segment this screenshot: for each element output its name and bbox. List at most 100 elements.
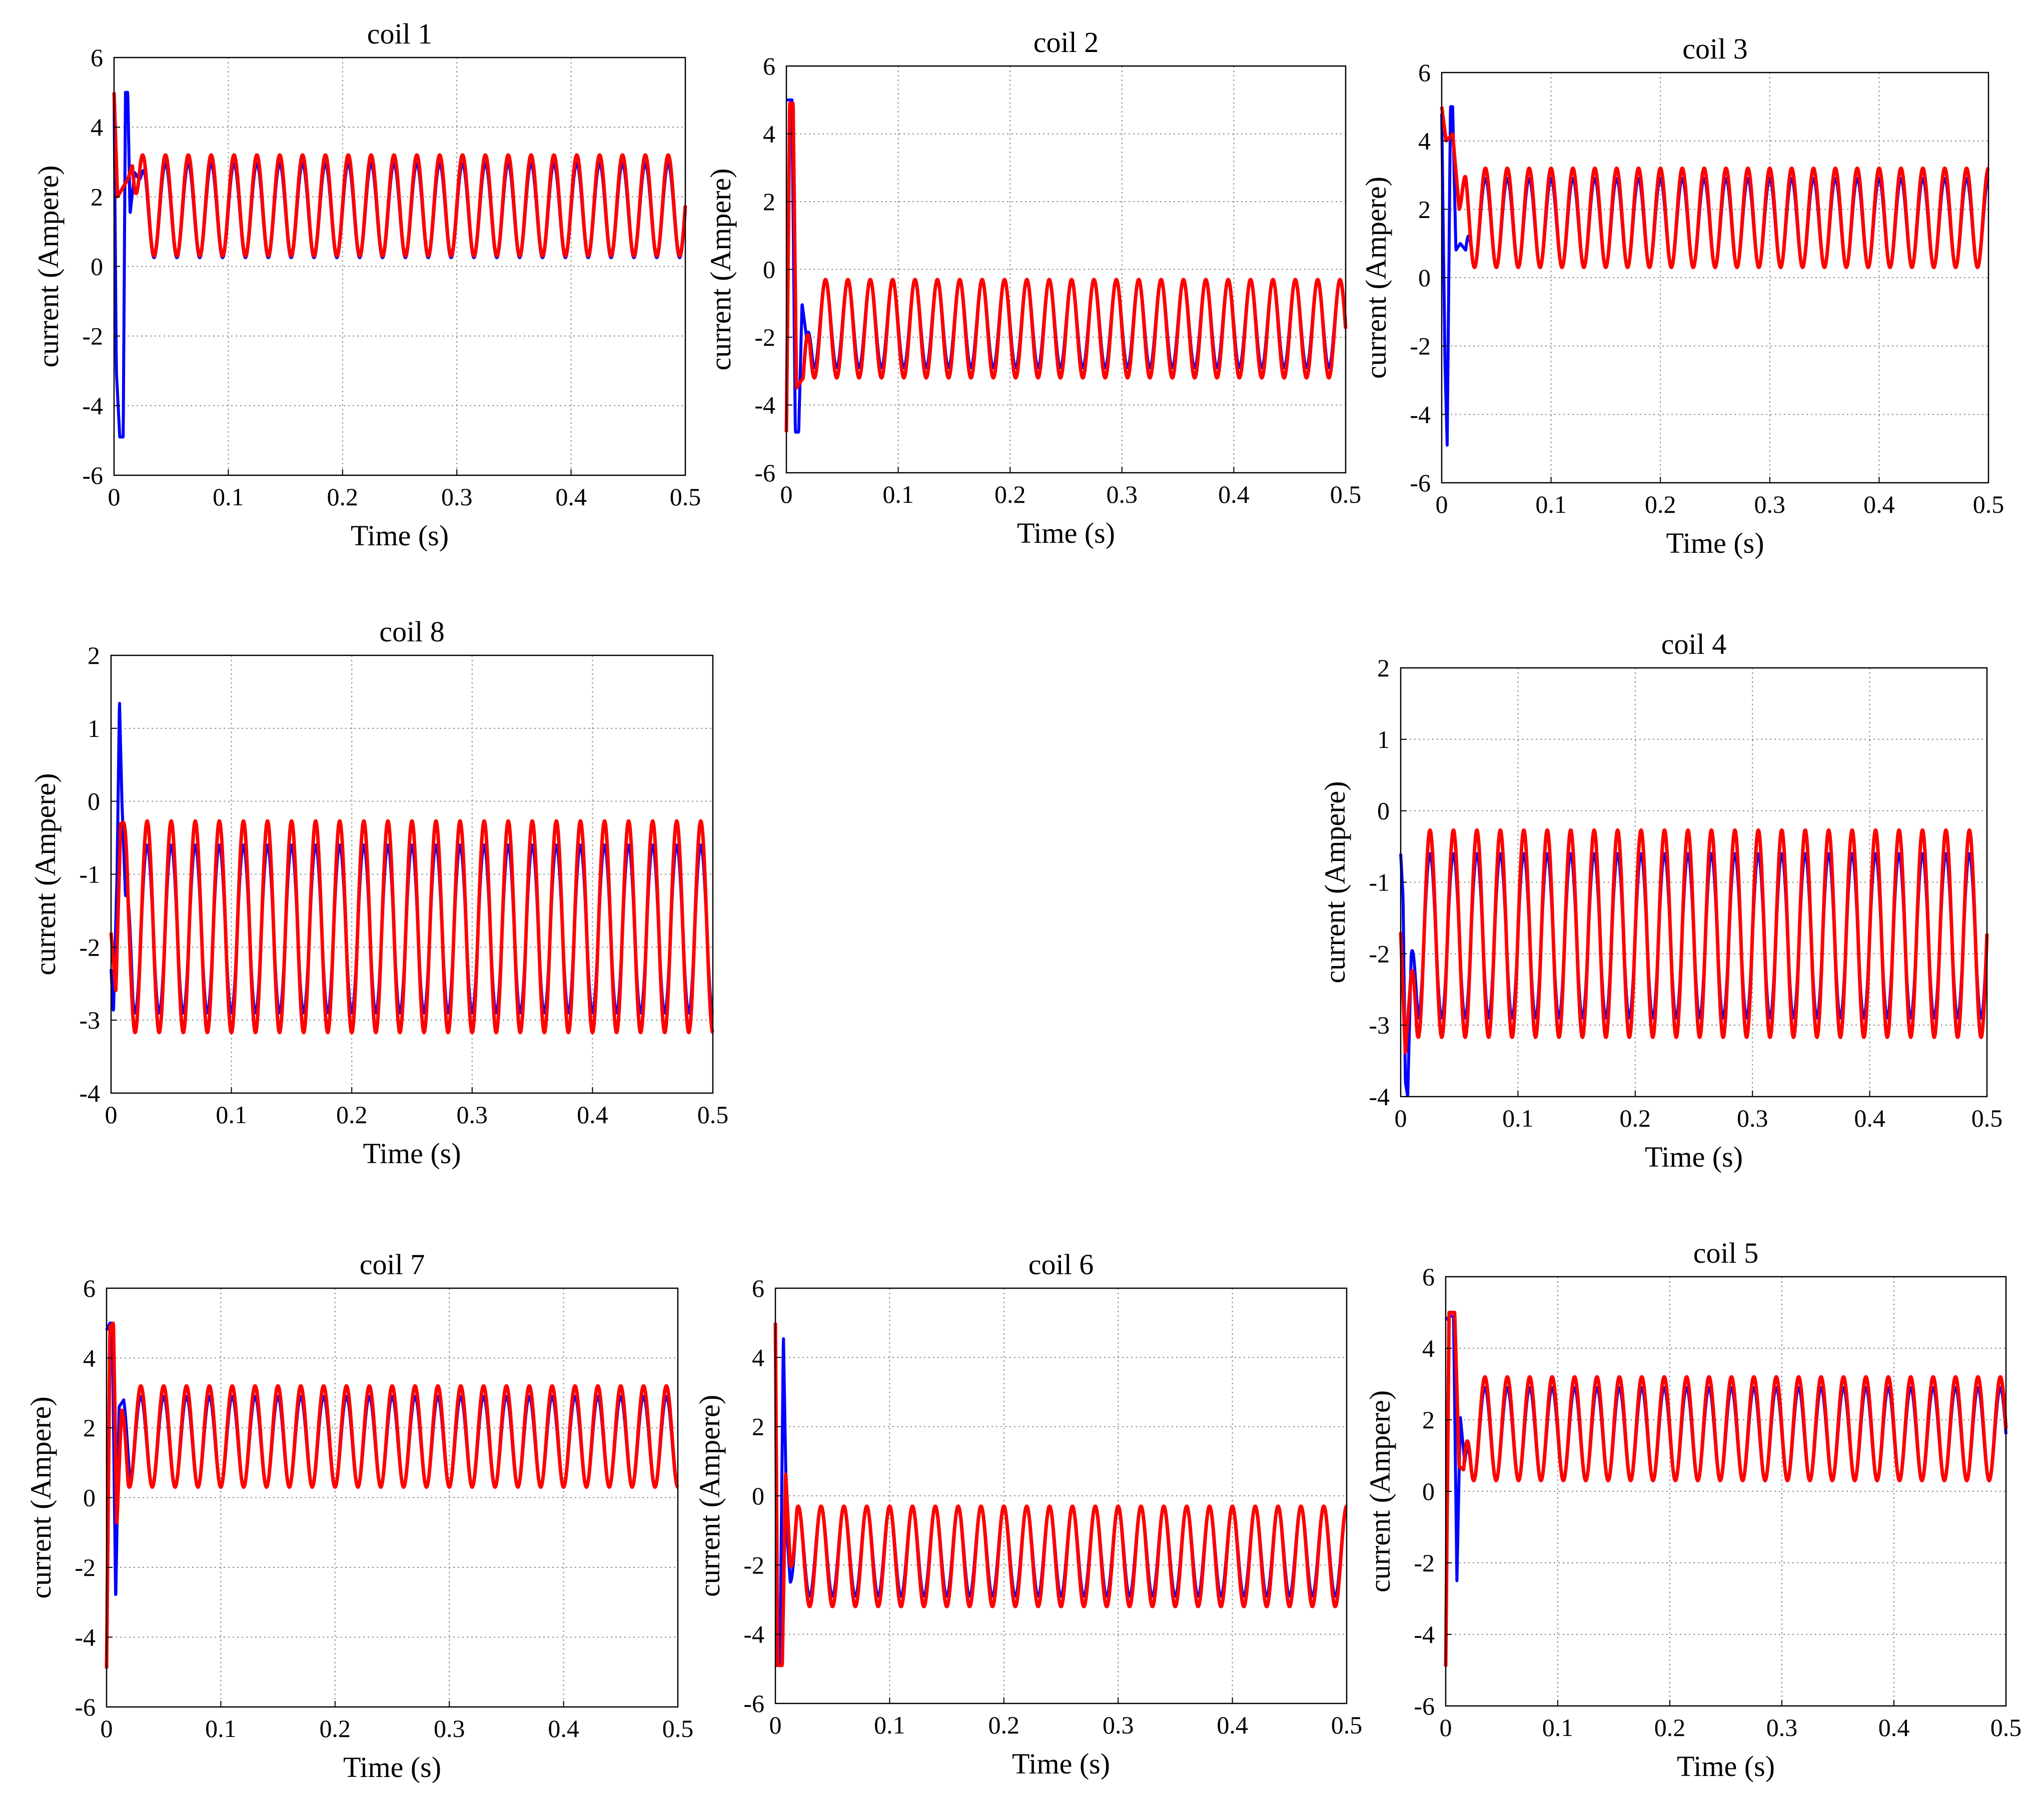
y-tick-label: 2 bbox=[763, 188, 775, 216]
x-tick-label: 0.5 bbox=[670, 483, 701, 511]
y-axis-label: current (Ampere) bbox=[1319, 781, 1351, 983]
x-tick-label: 0.2 bbox=[994, 480, 1026, 508]
x-tick-label: 0.3 bbox=[1737, 1104, 1768, 1132]
y-tick-label: 0 bbox=[88, 787, 100, 815]
y-tick-label: -2 bbox=[754, 323, 775, 351]
chart-title: coil 1 bbox=[367, 18, 432, 50]
y-tick-label: 2 bbox=[83, 1414, 96, 1442]
x-tick-label: 0.2 bbox=[1654, 1713, 1686, 1741]
y-tick-label: -4 bbox=[754, 391, 775, 419]
y-axis-label: current (Ampere) bbox=[693, 1395, 726, 1597]
y-tick-label: -3 bbox=[79, 1006, 100, 1034]
y-tick-label: 0 bbox=[83, 1484, 96, 1512]
y-tick-label: -2 bbox=[1410, 332, 1431, 360]
chart-title: coil 7 bbox=[360, 1248, 425, 1281]
y-tick-label: 0 bbox=[763, 256, 775, 284]
chart-coil-2: 0 0.1 0.2 0.3 0.4 0.5 -6 -4 -2 0 2 4 6 coil 2 Time (s)… bbox=[704, 26, 1361, 549]
y-tick-label: -4 bbox=[743, 1620, 764, 1648]
chart-title: coil 8 bbox=[379, 615, 444, 648]
x-tick-label: 0.1 bbox=[1542, 1713, 1574, 1741]
x-tick-label: 0.1 bbox=[213, 483, 244, 511]
x-tick-label: 0.3 bbox=[1103, 1711, 1134, 1739]
chart-coil-5: 0 0.1 0.2 0.3 0.4 0.5 -6 -4 -2 0 2 4 6 coil 5 Time (s)… bbox=[1364, 1237, 2021, 1782]
x-tick-label: 0.5 bbox=[1973, 490, 2004, 518]
y-tick-label: -1 bbox=[1369, 868, 1390, 896]
x-tick-label: 0 bbox=[1395, 1104, 1407, 1132]
y-tick-label: 2 bbox=[1377, 654, 1390, 682]
x-tick-label: 0 bbox=[769, 1711, 782, 1739]
series-line-reference bbox=[1399, 828, 1989, 1055]
chart-title: coil 4 bbox=[1661, 628, 1726, 660]
y-axis-label: current (Ampere) bbox=[704, 168, 737, 370]
series-line-reference bbox=[112, 92, 687, 258]
y-tick-label: 4 bbox=[1418, 127, 1431, 155]
y-tick-label: 1 bbox=[88, 714, 100, 742]
y-tick-label: 2 bbox=[1418, 195, 1431, 223]
y-tick-label: -6 bbox=[82, 461, 103, 489]
chart-coil-4: 0 0.1 0.2 0.3 0.4 0.5 -4 -3 -2 -1 0 1 2 coil 4 Time (s… bbox=[1319, 628, 2002, 1173]
chart-coil-6: 0 0.1 0.2 0.3 0.4 0.5 -6 -4 -2 0 2 4 6 coil 6 Time (s)… bbox=[693, 1248, 1362, 1780]
y-tick-label: 4 bbox=[83, 1344, 96, 1372]
x-tick-label: 0.1 bbox=[205, 1714, 237, 1742]
y-axis-label: current (Ampere) bbox=[1364, 1390, 1396, 1592]
chart-title: coil 6 bbox=[1029, 1248, 1094, 1281]
y-tick-label: 4 bbox=[752, 1343, 764, 1371]
x-tick-label: 0 bbox=[108, 483, 121, 511]
y-tick-label: 4 bbox=[91, 113, 103, 141]
y-tick-label: 0 bbox=[752, 1482, 764, 1510]
series-line-reference bbox=[784, 102, 1348, 432]
x-tick-label: 0.3 bbox=[434, 1714, 465, 1742]
y-tick-label: -6 bbox=[1410, 469, 1431, 497]
x-axis-label: Time (s) bbox=[1677, 1750, 1775, 1782]
x-tick-label: 0.4 bbox=[1863, 490, 1895, 518]
x-tick-label: 0.4 bbox=[548, 1714, 579, 1742]
y-tick-label: -2 bbox=[743, 1551, 764, 1579]
x-tick-label: 0.5 bbox=[1330, 480, 1362, 508]
x-tick-label: 0.5 bbox=[1990, 1713, 2022, 1741]
x-tick-label: 0 bbox=[1436, 490, 1448, 518]
series-line-reference bbox=[773, 1323, 1348, 1667]
series-line-reference bbox=[1444, 1311, 2008, 1667]
y-tick-label: 4 bbox=[1422, 1334, 1435, 1362]
x-tick-label: 0.4 bbox=[577, 1101, 608, 1129]
x-tick-label: 0.2 bbox=[988, 1711, 1020, 1739]
x-tick-label: 0.5 bbox=[697, 1101, 729, 1129]
y-tick-label: 6 bbox=[763, 52, 775, 80]
x-tick-label: 0.1 bbox=[1535, 490, 1567, 518]
x-tick-label: 0 bbox=[101, 1714, 113, 1742]
y-tick-label: 1 bbox=[1377, 725, 1390, 753]
y-tick-label: -6 bbox=[754, 459, 775, 487]
y-axis-label: current (Ampere) bbox=[1360, 177, 1392, 379]
y-tick-label: 2 bbox=[91, 183, 103, 211]
y-tick-label: -4 bbox=[1410, 400, 1431, 428]
x-tick-label: 0.2 bbox=[336, 1101, 368, 1129]
y-tick-label: -2 bbox=[82, 322, 103, 350]
x-axis-label: Time (s) bbox=[363, 1137, 461, 1170]
x-tick-label: 0.1 bbox=[882, 480, 914, 508]
x-tick-label: 0.3 bbox=[441, 483, 473, 511]
x-tick-label: 0.1 bbox=[874, 1711, 905, 1739]
x-tick-label: 0.2 bbox=[1620, 1104, 1651, 1132]
chart-title: coil 2 bbox=[1034, 26, 1099, 59]
x-tick-label: 0.4 bbox=[1878, 1713, 1910, 1741]
x-tick-label: 0.1 bbox=[1502, 1104, 1534, 1132]
y-axis-label: current (Ampere) bbox=[32, 165, 65, 367]
y-tick-label: -2 bbox=[1414, 1549, 1435, 1577]
y-tick-label: 6 bbox=[1418, 59, 1431, 87]
chart-coil-3: 0 0.1 0.2 0.3 0.4 0.5 -6 -4 -2 0 2 4 6 coil 3 Time (s)… bbox=[1360, 33, 2004, 559]
x-tick-label: 0.2 bbox=[327, 483, 359, 511]
y-tick-label: 6 bbox=[752, 1274, 764, 1302]
x-tick-label: 0.2 bbox=[1645, 490, 1676, 518]
x-tick-label: 0 bbox=[780, 480, 793, 508]
y-tick-label: 0 bbox=[1422, 1477, 1435, 1505]
x-tick-label: 0.5 bbox=[1331, 1711, 1363, 1739]
y-tick-label: -2 bbox=[1369, 940, 1390, 968]
y-tick-label: 6 bbox=[91, 44, 103, 72]
y-axis-label: current (Ampere) bbox=[29, 773, 62, 975]
x-axis-label: Time (s) bbox=[1645, 1141, 1743, 1173]
x-tick-label: 0.2 bbox=[320, 1714, 351, 1742]
chart-title: coil 5 bbox=[1693, 1237, 1758, 1269]
x-tick-label: 0.4 bbox=[1854, 1104, 1885, 1132]
chart-coil-1: 0 0.1 0.2 0.3 0.4 0.5 -6 -4 -2 0 2 4 6 coil 1 Time (s)… bbox=[32, 18, 701, 552]
x-tick-label: 0.1 bbox=[216, 1101, 247, 1129]
